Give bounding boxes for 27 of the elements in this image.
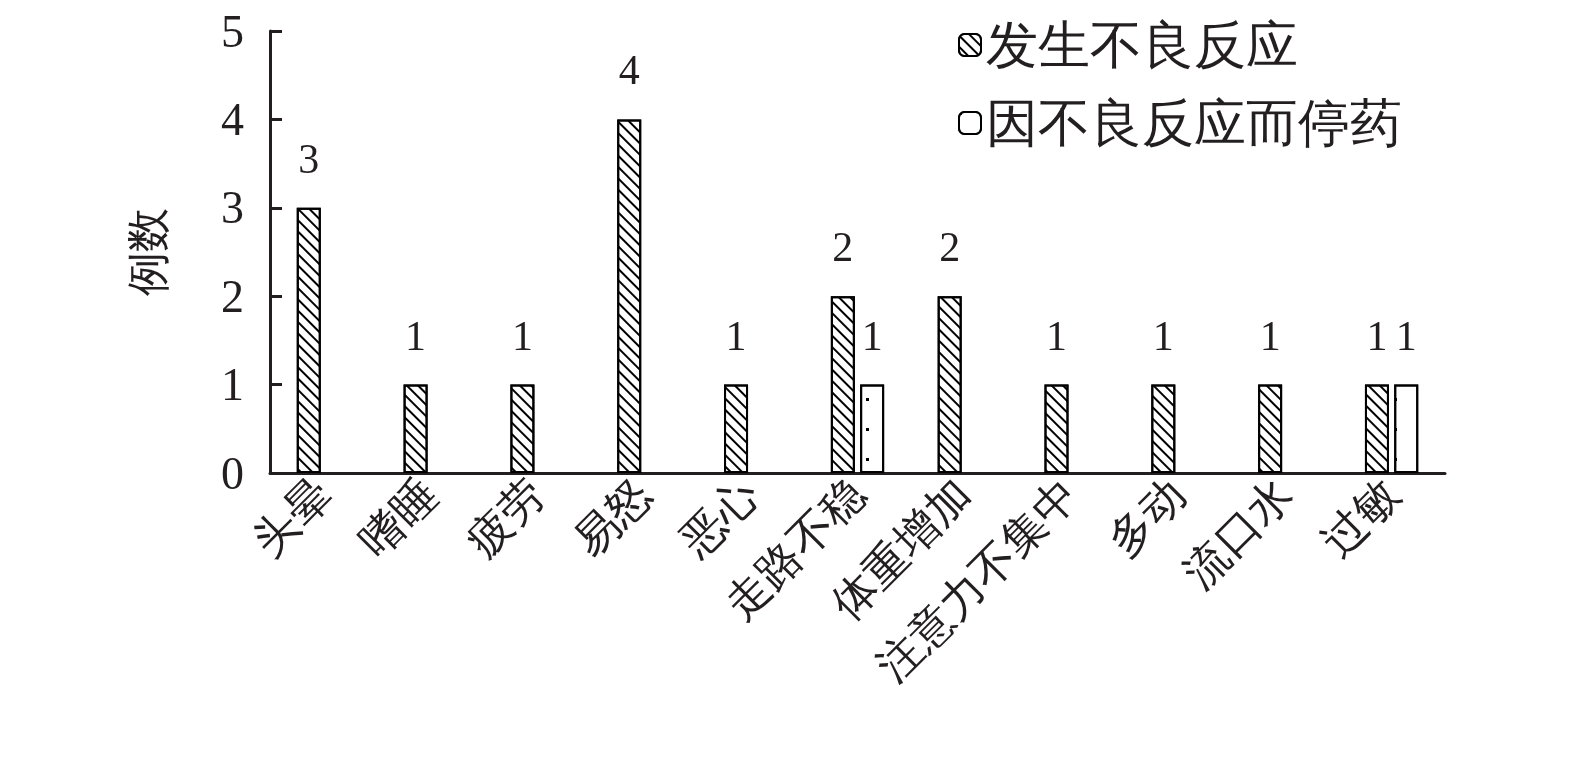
y-tick-label: 5 bbox=[221, 5, 244, 57]
data-label: 2 bbox=[832, 224, 854, 271]
data-label: 1 bbox=[725, 312, 747, 359]
y-tick-label: 0 bbox=[221, 447, 244, 499]
data-label: 1 bbox=[1395, 312, 1417, 359]
y-tick-label: 4 bbox=[221, 93, 244, 145]
x-tick-label: 嗜睡 bbox=[350, 469, 448, 567]
y-tick-label: 2 bbox=[221, 270, 244, 322]
data-label: 1 bbox=[861, 312, 883, 359]
legend-label: 发生不良反应 bbox=[986, 16, 1298, 74]
data-label: 1 bbox=[1366, 312, 1388, 359]
data-label: 1 bbox=[511, 312, 533, 359]
y-tick-label: 3 bbox=[221, 182, 244, 234]
y-axis-title: 例数 bbox=[123, 208, 173, 296]
legend-label: 因不良反应而停药 bbox=[986, 94, 1402, 152]
x-tick-label: 头晕 bbox=[243, 469, 341, 567]
x-tick-label: 易怒 bbox=[564, 469, 662, 567]
x-tick-label: 疲劳 bbox=[457, 469, 555, 567]
data-label: 3 bbox=[298, 135, 320, 182]
data-label: 1 bbox=[1259, 312, 1281, 359]
data-label: 2 bbox=[939, 224, 961, 271]
x-tick-label: 过敏 bbox=[1312, 469, 1409, 567]
y-tick-label: 1 bbox=[221, 359, 244, 411]
data-label: 1 bbox=[1046, 312, 1067, 359]
data-label: 4 bbox=[618, 47, 640, 94]
data-label: 1 bbox=[1152, 312, 1174, 359]
data-label: 1 bbox=[405, 312, 427, 359]
